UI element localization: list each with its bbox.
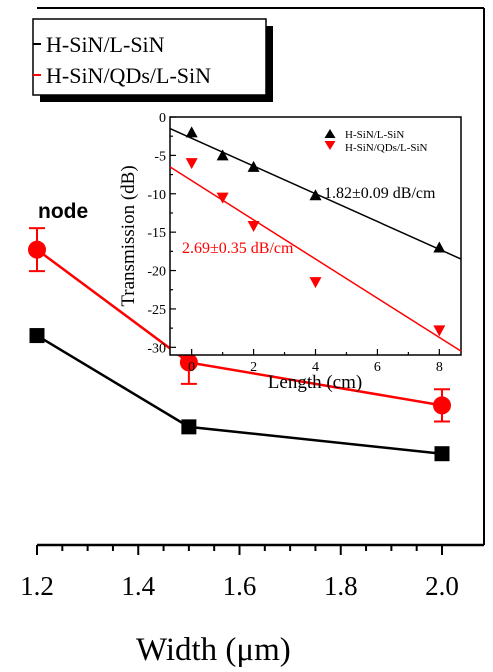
main-x-tick-label: 1.8 — [324, 571, 358, 601]
inset-point-triangle-up — [185, 126, 198, 138]
inset-y-tick-label: -20 — [147, 265, 166, 280]
inset-point-triangle-up — [309, 189, 322, 201]
inset-point-triangle-down — [216, 192, 229, 204]
inset-y-tick-label: 0 — [159, 111, 166, 126]
legend-box — [32, 18, 267, 96]
inset-x-tick-label: 4 — [312, 360, 319, 375]
inset-fit-line — [169, 166, 462, 352]
legend-label-black: H-SiN/L-SiN — [46, 32, 165, 57]
inset-point-triangle-down — [185, 158, 198, 170]
inset-legend-label-black: H-SiN/L-SiN — [345, 129, 404, 141]
inset-x-tick-label: 8 — [436, 360, 443, 375]
inset-point-triangle-up — [247, 160, 260, 172]
inset-x-axis-label: Length (cm) — [268, 372, 362, 393]
main-point-square — [434, 446, 450, 462]
inset-legend-marker-black — [324, 129, 336, 138]
inset-y-tick-label: -10 — [147, 188, 166, 203]
inset-x-tick-label: 6 — [374, 360, 381, 375]
main-x-tick-label: 2.0 — [425, 571, 459, 601]
main-point-square — [181, 419, 197, 435]
partial-heading-text: node — [38, 200, 88, 223]
inset-plot-series — [169, 126, 462, 352]
main-point-circle — [28, 240, 46, 259]
main-x-axis-label: Width (μm) — [136, 632, 291, 668]
main-plot-series — [28, 227, 451, 462]
inset-point-triangle-down — [433, 325, 446, 337]
main-x-tick-label: 1.6 — [223, 571, 257, 601]
inset-point-triangle-up — [433, 241, 446, 253]
inset-legend-label-red: H-SiN/QDs/L-SiN — [345, 142, 428, 154]
legend-label-red: H-SiN/QDs/L-SiN — [46, 63, 211, 88]
inset-y-tick-label: -15 — [147, 226, 166, 241]
inset-x-ticks: 0 2 4 6 8 — [188, 349, 443, 375]
main-x-tick-label: 1.4 — [121, 571, 155, 601]
inset-y-tick-label: -25 — [147, 303, 166, 318]
inset-chart: 0 -5 -10 -15 -20 -25 -30 0 2 4 6 8 Transmission (d… — [118, 111, 462, 393]
inset-x-tick-label: 2 — [250, 360, 257, 375]
inset-frame — [169, 116, 462, 356]
inset-annotation-black: 1.82±0.09 dB/cm — [324, 185, 436, 202]
inset-point-triangle-up — [216, 149, 229, 161]
main-point-circle — [179, 353, 198, 372]
main-x-tick-labels: 1.2 1.4 1.6 1.8 2.0 — [20, 571, 459, 601]
main-x-tick-label: 1.2 — [20, 571, 54, 601]
main-point-square — [29, 328, 45, 344]
inset-y-tick-label: -5 — [154, 149, 166, 164]
inset-y-tick-label: -30 — [147, 341, 166, 356]
inset-point-triangle-down — [247, 221, 260, 233]
inset-x-tick-label: 0 — [188, 360, 195, 375]
inset-point-triangle-down — [309, 277, 322, 289]
inset-y-axis-label: Transmission (dB) — [118, 165, 139, 306]
main-x-ticks — [36, 545, 443, 555]
inset-y-ticks: 0 -5 -10 -15 -20 -25 -30 — [147, 111, 176, 356]
inset-legend-marker-red — [324, 141, 336, 150]
main-point-circle — [433, 396, 451, 415]
inset-annotation-red: 2.69±0.35 dB/cm — [182, 240, 294, 257]
